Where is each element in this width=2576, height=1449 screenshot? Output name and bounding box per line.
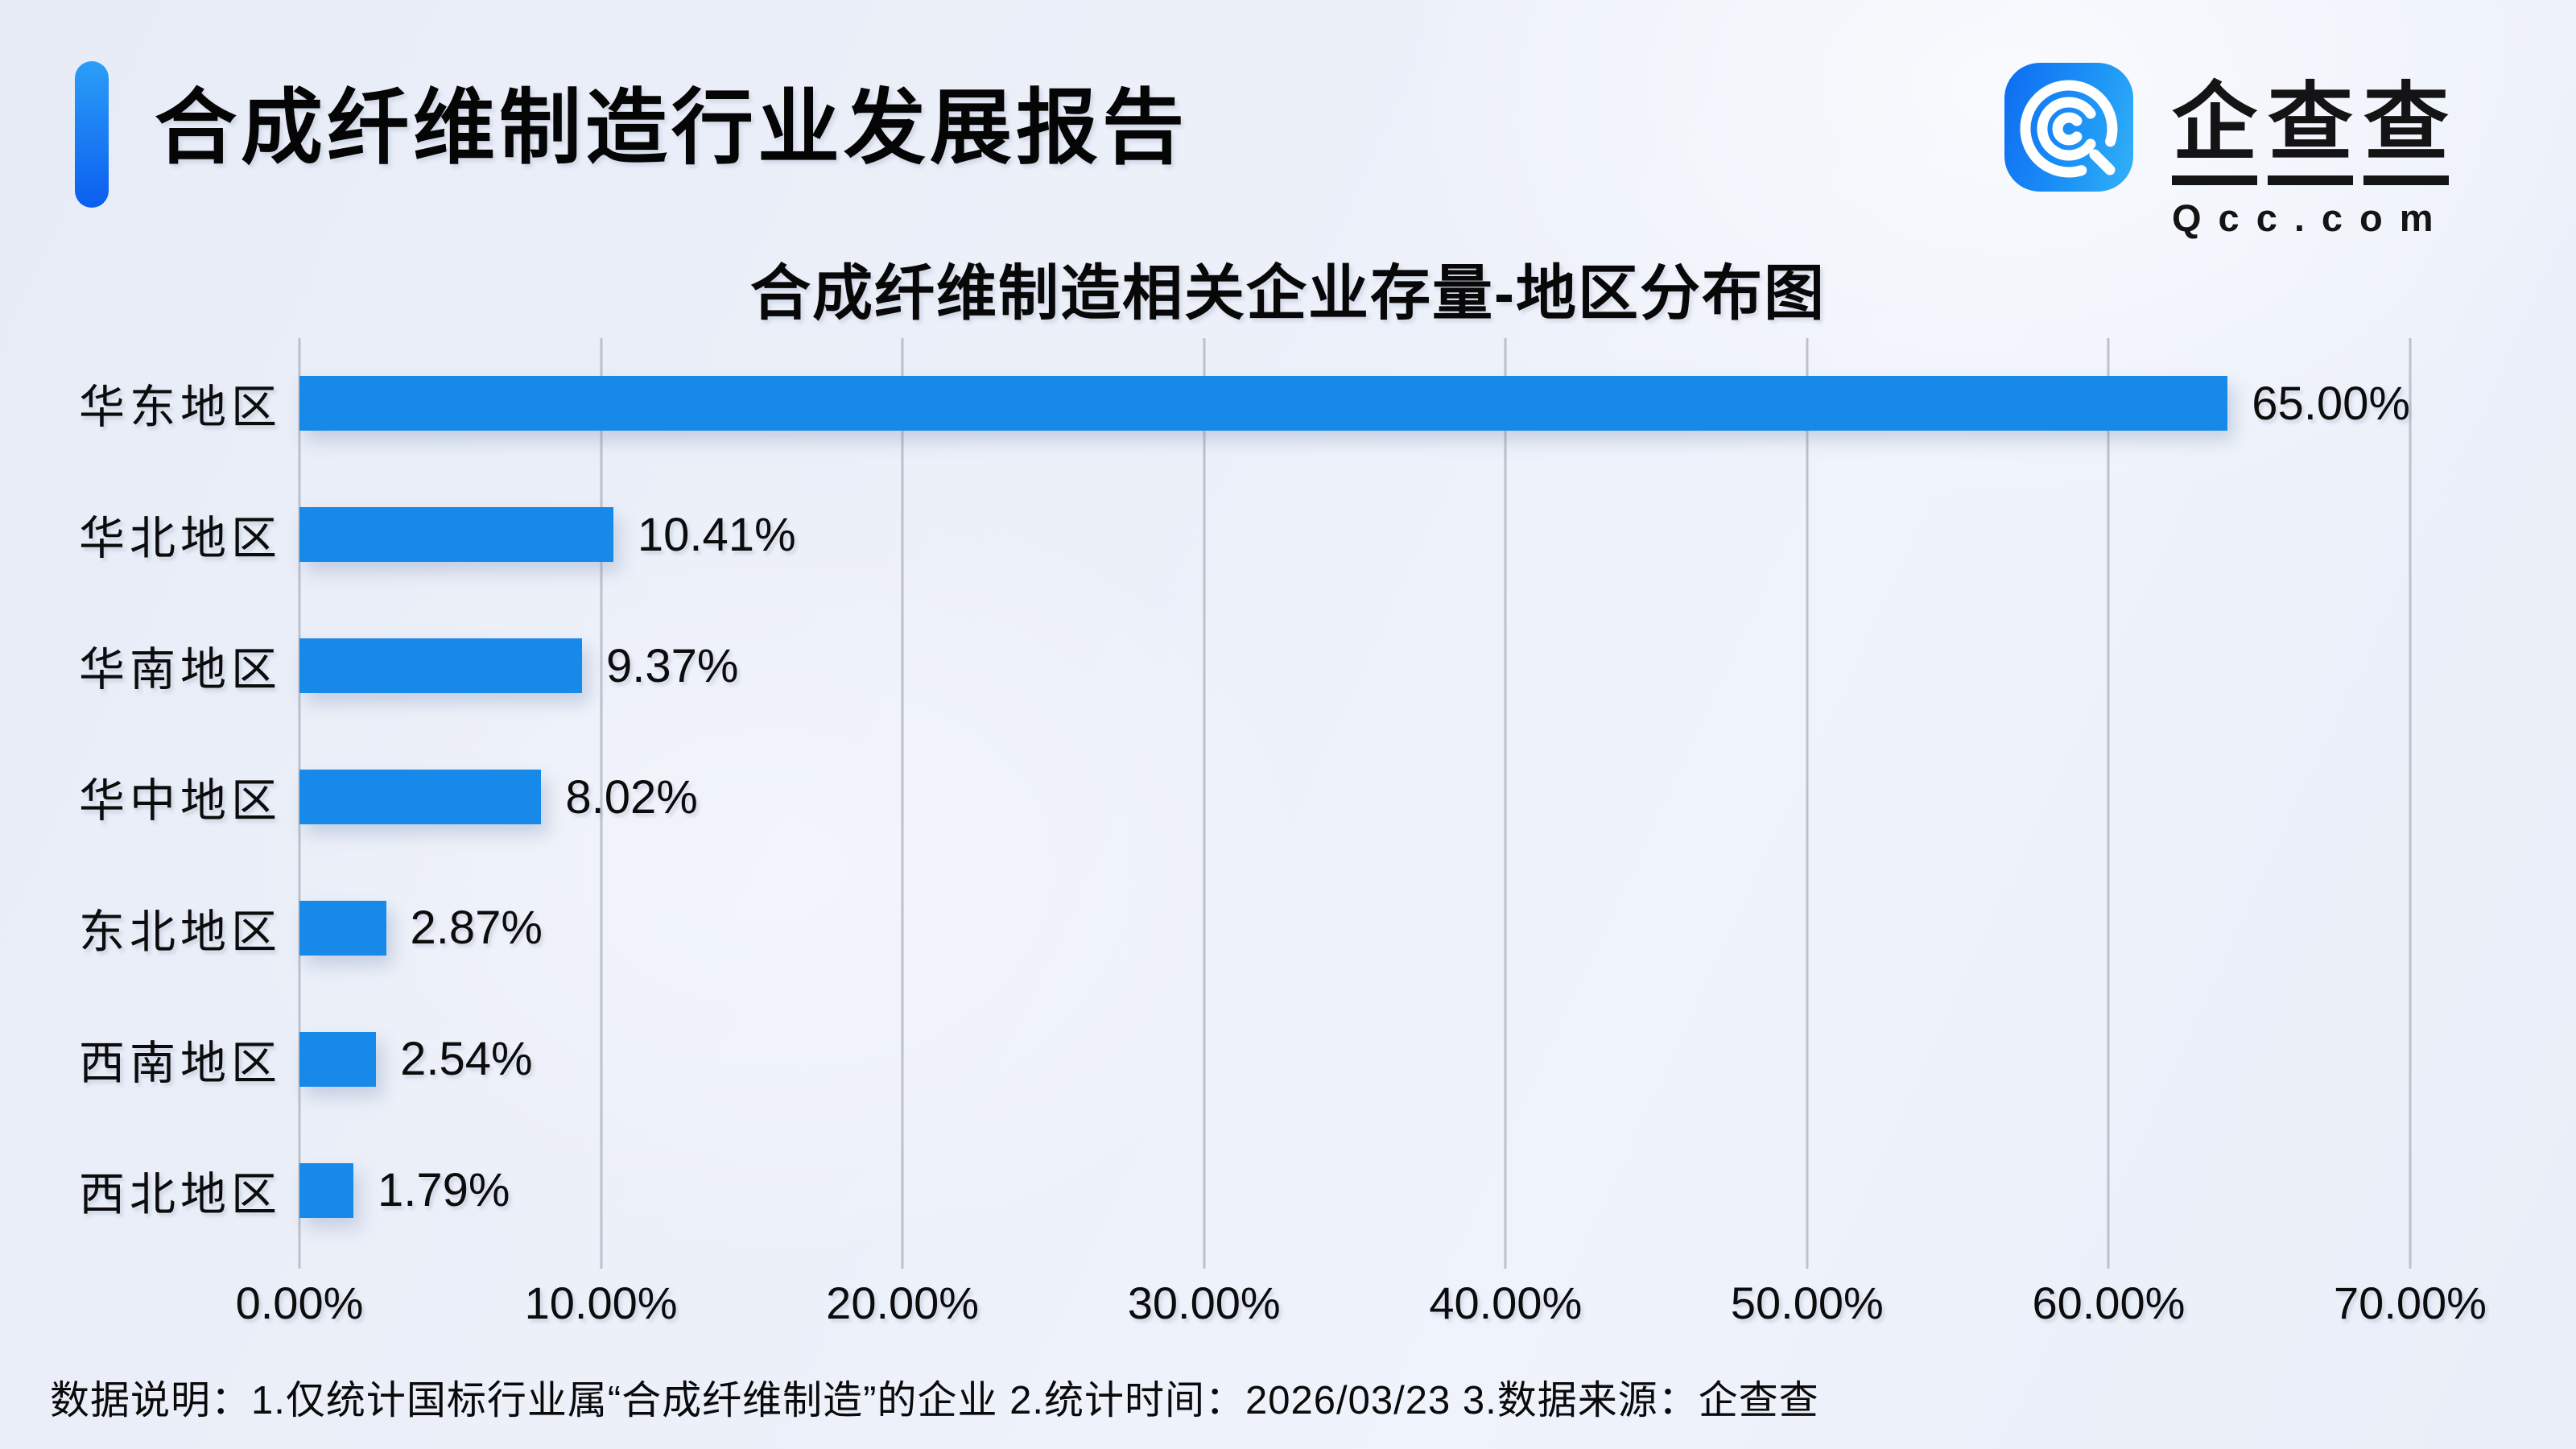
brand-char: 查 <box>2268 80 2353 185</box>
plot-area: 65.00% 10.41% 9.37% 8.02% 2.87% 2.54% 1.79% <box>298 338 2412 1269</box>
bar-row: 1.79% <box>299 1125 2410 1256</box>
bar-value-label: 2.87% <box>410 902 543 955</box>
gridline <box>1203 338 1206 1269</box>
bar <box>299 507 613 563</box>
x-tick-label: 60.00% <box>2032 1278 2186 1328</box>
x-axis: 0.00% 10.00% 20.00% 30.00% 40.00% 50.00% 60.00… <box>236 1277 2487 1341</box>
chart-title: 合成纤维制造相关企业存量-地区分布图 <box>750 259 1826 327</box>
x-tick-label: 20.00% <box>826 1278 980 1328</box>
category-label: 华南地区 <box>79 644 282 696</box>
bar-value-label: 1.79% <box>378 1164 510 1217</box>
bar-value-label: 9.37% <box>605 639 739 692</box>
x-tick-label: 10.00% <box>524 1278 678 1328</box>
title-accent-bar <box>75 61 109 208</box>
qcc-logo: 企 查 查 Qcc.com <box>2004 63 2450 240</box>
category-label: 华北地区 <box>79 513 282 565</box>
bar-row: 2.54% <box>299 993 2410 1125</box>
x-tick-label: 50.00% <box>1730 1278 1884 1328</box>
bar <box>299 900 386 956</box>
bar-row: 8.02% <box>299 732 2410 863</box>
bar-value-label: 2.54% <box>400 1033 533 1086</box>
qcc-brand-name: 企 查 查 <box>2172 80 2450 185</box>
bar <box>299 638 582 694</box>
bar-value-label: 10.41% <box>637 508 796 561</box>
qcc-magnifier-icon <box>2004 63 2133 192</box>
gridline <box>1504 338 1507 1269</box>
gridline <box>1806 338 1809 1269</box>
bar-row: 2.87% <box>299 862 2410 993</box>
x-tick-label: 30.00% <box>1127 1278 1281 1328</box>
category-axis: 华东地区华北地区华南地区华中地区东北地区西南地区西北地区 <box>40 338 282 1256</box>
brand-char: 企 <box>2172 80 2257 185</box>
category-label: 西北地区 <box>79 1168 282 1220</box>
x-tick-label: 70.00% <box>2334 1278 2487 1328</box>
bar-row: 10.41% <box>299 469 2410 601</box>
x-tick-label: 0.00% <box>235 1278 364 1328</box>
data-note: 数据说明：1.仅统计国标行业属“合成纤维制造”的企业 2.统计时间：2026/0… <box>50 1379 1819 1422</box>
bar-value-label: 8.02% <box>565 770 698 824</box>
bar <box>299 770 542 824</box>
bar-value-label: 65.00% <box>2252 377 2410 430</box>
gridline <box>600 338 603 1269</box>
bar <box>299 1031 377 1087</box>
bar <box>299 1162 354 1218</box>
category-label: 华东地区 <box>79 382 282 434</box>
bar-row: 65.00% <box>299 338 2410 469</box>
qcc-magnifier-glyph <box>2020 80 2118 178</box>
gridline <box>901 338 904 1269</box>
page-title: 合成纤维制造行业发展报告 <box>155 82 1188 174</box>
bar <box>299 376 2228 431</box>
bar-rows: 65.00% 10.41% 9.37% 8.02% 2.87% 2.54% 1.79% <box>299 338 2410 1256</box>
qcc-logo-text: 企 查 查 Qcc.com <box>2172 63 2450 240</box>
x-tick-label: 40.00% <box>1429 1278 1583 1328</box>
gridline <box>2107 338 2110 1269</box>
category-label: 华中地区 <box>79 775 282 827</box>
category-label: 东北地区 <box>79 906 282 958</box>
gridline <box>2409 338 2412 1269</box>
category-label: 西南地区 <box>79 1037 282 1089</box>
qcc-domain: Qcc.com <box>2172 196 2450 239</box>
bar-row: 9.37% <box>299 601 2410 732</box>
brand-char: 查 <box>2363 80 2449 185</box>
